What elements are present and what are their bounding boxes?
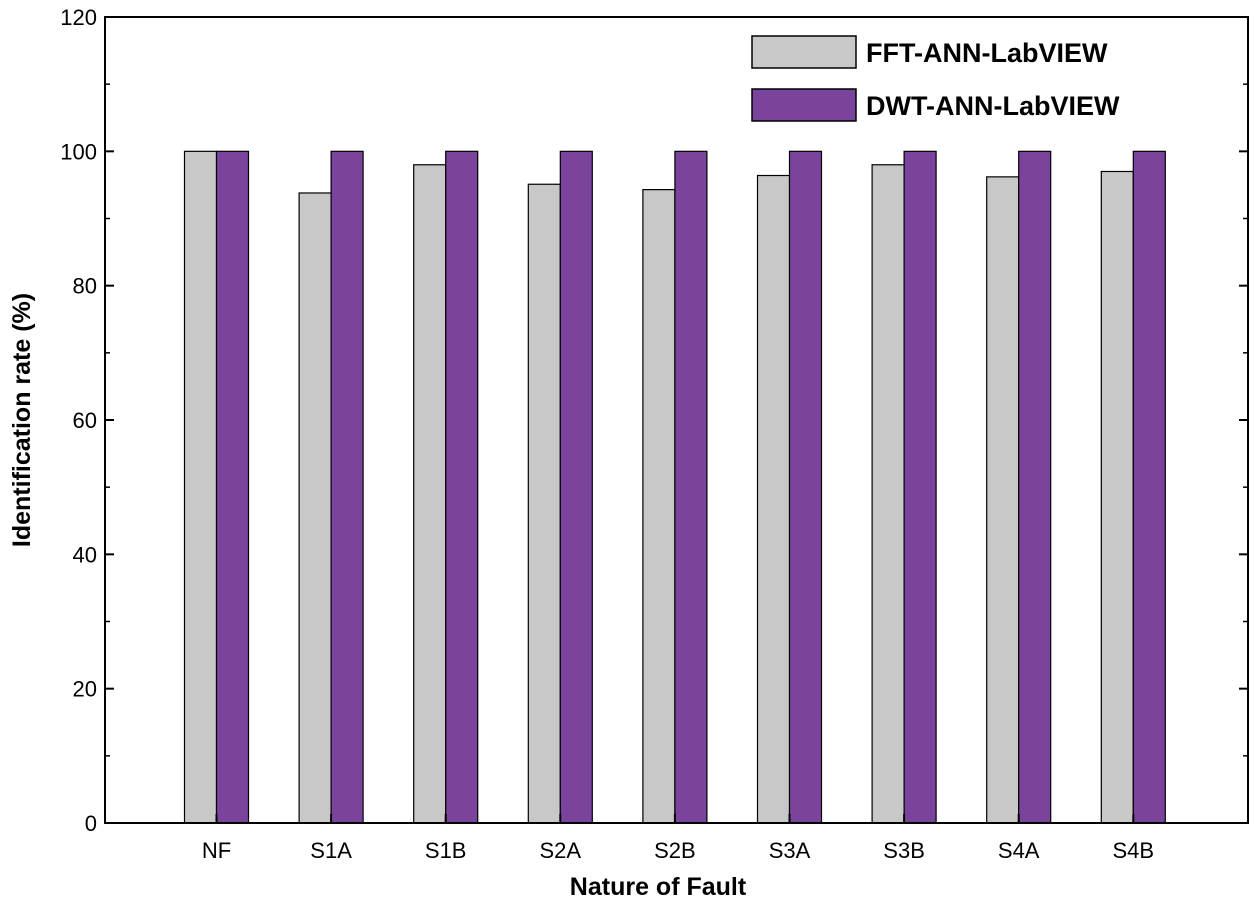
bar-dwt-ann-labview-s4a <box>1018 150 1052 824</box>
y-tick-label: 120 <box>60 5 97 30</box>
bar-dwt-ann-labview-s1b <box>445 150 479 824</box>
x-tick-label: S2A <box>540 838 582 863</box>
bar-fft-ann-labview-s1b <box>413 164 447 824</box>
bar-dwt-ann-labview-s3b <box>903 150 937 824</box>
x-tick-label: S3B <box>883 838 925 863</box>
x-axis: NF S1A S1B S2A S2B S3A S3B S4A S4B <box>202 814 1154 863</box>
y-tick-label: 20 <box>73 677 97 702</box>
y-axis-title: Identification rate (%) <box>8 293 36 547</box>
bar-dwt-ann-labview-s3a <box>788 150 823 824</box>
y-tick-label: 0 <box>85 811 97 836</box>
bars-layer <box>183 150 1166 824</box>
bar-dwt-ann-labview-s4b <box>1132 150 1166 824</box>
bar-fft-ann-labview-nf <box>183 150 218 824</box>
bar-dwt-ann-labview-s1a <box>330 150 364 824</box>
legend-label: FFT-ANN-LabVIEW <box>866 38 1108 68</box>
bar-fft-ann-labview-s3b <box>871 164 905 824</box>
bar-fft-ann-labview-s2b <box>642 189 676 824</box>
y-tick-label: 60 <box>73 408 97 433</box>
bar-fft-ann-labview-s1a <box>298 192 332 824</box>
bar-fft-ann-labview-s2a <box>527 183 561 824</box>
legend-swatch <box>751 88 857 122</box>
bar-dwt-ann-labview-s2b <box>674 150 708 824</box>
x-tick-label: S1B <box>425 838 467 863</box>
legend-swatch <box>751 35 857 69</box>
x-tick-label: S2B <box>654 838 696 863</box>
x-tick-label: S4A <box>998 838 1040 863</box>
y-tick-label: 80 <box>73 274 97 299</box>
x-tick-label: S3A <box>769 838 811 863</box>
y-axis: 0 20 40 60 80 100 120 <box>60 5 1248 836</box>
x-axis-title: Nature of Fault <box>570 873 747 901</box>
y-tick-label: 100 <box>60 139 97 164</box>
bar-dwt-ann-labview-s2a <box>559 150 593 824</box>
legend-label: DWT-ANN-LabVIEW <box>866 91 1120 121</box>
legend: FFT-ANN-LabVIEW DWT-ANN-LabVIEW <box>751 35 1120 122</box>
y-tick-label: 40 <box>73 542 97 567</box>
x-tick-label: NF <box>202 838 231 863</box>
x-tick-label: S4B <box>1113 838 1155 863</box>
bar-dwt-ann-labview-nf <box>215 150 250 824</box>
x-tick-label: S1A <box>310 838 352 863</box>
bar-fft-ann-labview-s4b <box>1100 170 1134 824</box>
bar-fft-ann-labview-s4a <box>986 176 1020 824</box>
bar-fft-ann-labview-s3a <box>756 174 791 824</box>
